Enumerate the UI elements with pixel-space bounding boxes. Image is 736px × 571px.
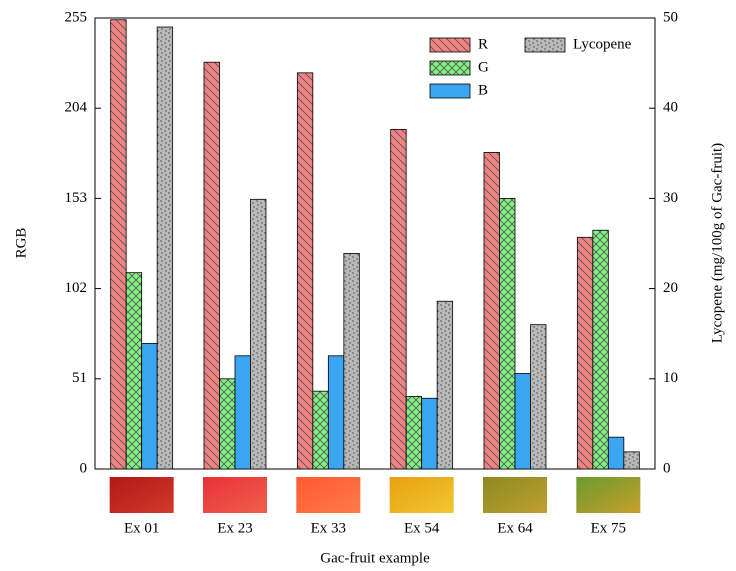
y-tick-label: 102	[65, 280, 88, 296]
bar	[391, 129, 407, 469]
fruit-swatch	[110, 477, 174, 513]
fruit-swatch	[576, 477, 640, 513]
y2-tick-label: 30	[663, 190, 678, 206]
x-tick-label: Ex 64	[497, 520, 533, 536]
x-tick-label: Ex 01	[124, 520, 159, 536]
bar	[313, 391, 329, 469]
plot-frame	[95, 18, 655, 469]
y2-axis-title: Lycopene (mg/100g of Gac-fruit)	[709, 143, 725, 343]
y-tick-label: 51	[72, 370, 87, 386]
bar	[406, 396, 422, 469]
bar	[422, 398, 438, 469]
legend-label: Lycopene	[573, 36, 632, 52]
bar	[126, 273, 141, 469]
fruit-swatch	[203, 477, 267, 513]
fruit-swatch	[390, 477, 454, 513]
fruit-swatch	[483, 477, 547, 513]
y-tick-label: 204	[65, 100, 88, 116]
bar	[608, 437, 624, 469]
bar	[624, 452, 640, 469]
bar	[577, 237, 593, 469]
bar	[111, 20, 127, 469]
chart: RGB Lycopene (mg/100g of Gac-fruit) Gac-…	[0, 0, 736, 571]
bar	[515, 373, 531, 469]
y2-tick-label: 20	[663, 280, 678, 296]
legend-swatch	[525, 38, 565, 52]
y2-tick-label: 50	[663, 9, 678, 25]
x-tick-label: Ex 75	[591, 520, 626, 536]
bar	[484, 152, 500, 469]
bar	[251, 199, 267, 469]
legend-label: R	[478, 36, 488, 52]
bar	[204, 62, 220, 469]
bar	[235, 356, 251, 469]
y-tick-label: 153	[65, 190, 88, 206]
legend-swatch	[430, 84, 470, 98]
x-tick-label: Ex 33	[311, 520, 346, 536]
legend-label: B	[478, 82, 488, 98]
y-tick-label: 255	[65, 9, 88, 25]
bar	[344, 253, 360, 469]
bar	[297, 73, 313, 469]
bar	[437, 301, 453, 469]
legend-label: G	[478, 59, 489, 75]
bar	[500, 198, 516, 469]
y2-tick-label: 40	[663, 100, 678, 116]
y2-tick-label: 0	[663, 460, 671, 476]
bar	[157, 27, 173, 469]
legend-swatch	[430, 38, 470, 52]
bar	[220, 379, 236, 469]
bar	[142, 343, 158, 469]
y-tick-label: 0	[80, 460, 88, 476]
bar	[328, 356, 344, 469]
bar	[593, 230, 609, 469]
x-tick-label: Ex 54	[404, 520, 440, 536]
x-tick-label: Ex 23	[217, 520, 252, 536]
y2-tick-label: 10	[663, 370, 678, 386]
x-axis-title: Gac-fruit example	[320, 550, 430, 566]
y-axis-title: RGB	[13, 228, 29, 259]
fruit-swatch	[296, 477, 360, 513]
bar	[531, 325, 547, 469]
legend-swatch	[430, 61, 470, 75]
